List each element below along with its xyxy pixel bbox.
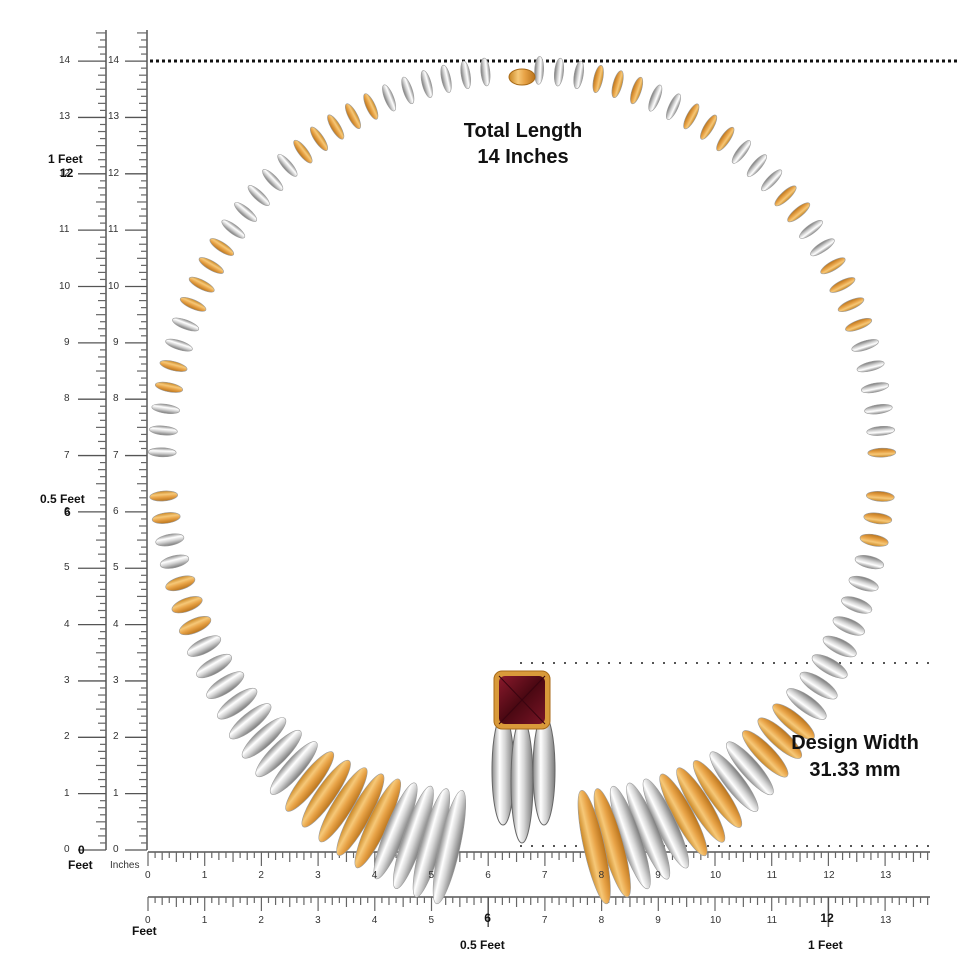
vertical-tick-label-2: 2	[64, 731, 70, 743]
horizontal-tick-label-1-a: 1	[201, 870, 208, 881]
horizontal-tick-label-5-b: 5	[428, 915, 435, 926]
vertical-tick-label-8: 8	[113, 393, 119, 405]
vertical-tick-label-5: 5	[113, 562, 119, 574]
horizontal-tick-label-9-a: 9	[655, 870, 661, 881]
horizontal-tick-label-3-a: 3	[315, 870, 321, 881]
horizontal-tick-label-12-a: 12	[823, 870, 835, 881]
horizontal-tick-label-4-a: 4	[371, 870, 378, 881]
vertical-tick-label-0: 0	[64, 844, 70, 855]
horizontal-1-foot-label: 1 Feet	[808, 938, 843, 952]
vertical-tick-label-6: 6	[113, 505, 119, 517]
vertical-tick-label-8: 8	[64, 393, 70, 405]
total-length-value: 14 Inches	[477, 146, 569, 168]
horizontal-tick-label-1-b: 1	[201, 915, 208, 926]
horizontal-tick-label-0-b: 0	[145, 915, 151, 926]
vertical-tick-label-9: 9	[113, 336, 119, 348]
vertical-tick-label-12: 12	[108, 167, 120, 179]
horizontal-tick-label-10-a: 10	[710, 870, 722, 881]
vertical-tick-label-11: 11	[108, 224, 119, 236]
vertical-6-bold-label: 6	[64, 505, 71, 519]
horizontal-feet-unit-label: Feet	[132, 924, 157, 938]
horizontal-tick-label-6-a: 6	[485, 870, 491, 881]
horizontal-half-foot-label: 0.5 Feet	[460, 938, 505, 952]
vertical-tick-label-1: 1	[113, 787, 119, 799]
vertical-tick-label-7: 7	[113, 449, 119, 461]
horizontal-tick-label-11-b: 11	[766, 915, 778, 926]
vertical-tick-label-0: 0	[113, 844, 119, 855]
vertical-tick-label-14: 14	[108, 55, 120, 67]
vertical-tick-label-10: 10	[108, 280, 120, 292]
horizontal-bold-tick-label-12: 12	[820, 911, 834, 925]
vertical-tick-label-13: 13	[59, 111, 71, 123]
horizontal-tick-label-13-a: 13	[880, 870, 892, 881]
vertical-12-bold-label: 12	[60, 166, 74, 180]
horizontal-tick-label-4-b: 4	[371, 915, 378, 926]
vertical-tick-label-7: 7	[64, 449, 70, 461]
horizontal-bold-tick-label-6: 6	[484, 911, 491, 925]
vertical-tick-label-3: 3	[64, 674, 70, 686]
design-width-value: 31.33 mm	[809, 759, 901, 781]
vertical-tick-label-4: 4	[64, 618, 70, 630]
vertical-tick-label-3: 3	[113, 674, 119, 686]
vertical-half-foot-label: 0.5 Feet	[40, 492, 85, 506]
horizontal-tick-label-9-b: 9	[655, 915, 661, 926]
horizontal-tick-label-3-b: 3	[315, 915, 321, 926]
horizontal-tick-label-0-a: 0	[145, 870, 151, 881]
vertical-tick-label-11: 11	[59, 224, 70, 236]
design-width-annotation: Design Width 31.33 mm	[770, 730, 940, 784]
vertical-feet-unit-label: Feet	[68, 858, 93, 872]
total-length-annotation: Total Length 14 Inches	[423, 118, 623, 170]
design-width-label: Design Width	[791, 732, 919, 754]
vertical-tick-label-2: 2	[113, 731, 119, 743]
vertical-tick-label-14: 14	[59, 55, 71, 67]
vertical-1-foot-label: 1 Feet	[48, 152, 83, 166]
horizontal-tick-label-5-a: 5	[428, 870, 435, 881]
horizontal-tick-label-8-a: 8	[598, 870, 605, 881]
horizontal-tick-label-2-a: 2	[258, 870, 264, 881]
horizontal-tick-label-8-b: 8	[598, 915, 605, 926]
horizontal-tick-label-10-b: 10	[710, 915, 722, 926]
horizontal-tick-label-2-b: 2	[258, 915, 264, 926]
horizontal-tick-label-11-a: 11	[766, 870, 778, 881]
vertical-tick-label-13: 13	[108, 111, 120, 123]
vertical-tick-label-12: 12	[59, 167, 71, 179]
horizontal-tick-label-7-b: 7	[541, 915, 548, 926]
necklace-image	[147, 56, 897, 905]
vertical-zero-label: 0	[78, 843, 85, 857]
vertical-tick-label-5: 5	[64, 562, 70, 574]
vertical-tick-label-10: 10	[59, 280, 71, 292]
total-length-label: Total Length	[463, 120, 583, 142]
vertical-tick-label-4: 4	[113, 618, 119, 630]
vertical-tick-label-6: 6	[64, 505, 70, 517]
horizontal-tick-label-13-b: 13	[880, 915, 892, 926]
vertical-tick-label-1: 1	[64, 787, 70, 799]
horizontal-tick-label-7-a: 7	[541, 870, 548, 881]
inches-unit-label: Inches	[110, 860, 140, 871]
vertical-tick-label-9: 9	[64, 336, 70, 348]
